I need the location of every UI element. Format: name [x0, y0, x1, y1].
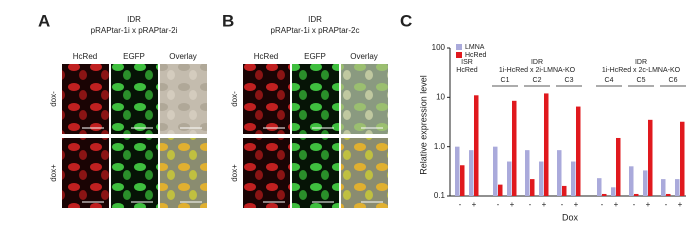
bar	[616, 137, 621, 196]
bar	[562, 185, 567, 196]
panel-title: IDR	[127, 15, 141, 24]
x-tick-label: +	[678, 200, 683, 209]
figure: A IDR pRAPtar-1i x pRAPtar-2i HcRed EGFP Over…	[38, 11, 686, 222]
bar	[576, 106, 581, 196]
panel-title: IDR	[308, 15, 322, 24]
panel-title: pRAPtar-1i x pRAPtar-2c	[271, 26, 360, 35]
clone-label: C5	[637, 77, 646, 84]
x-tick-label: -	[459, 200, 462, 209]
bar	[648, 119, 653, 196]
clone-label: C4	[605, 77, 614, 84]
panel-letter: C	[400, 11, 412, 30]
micrograph	[62, 138, 109, 208]
group-label: IDR	[531, 59, 543, 66]
micrograph	[160, 138, 207, 208]
micrograph	[160, 64, 207, 134]
column-label: EGFP	[304, 52, 326, 61]
row-label: dox+	[230, 164, 239, 182]
micrograph	[111, 64, 158, 134]
bar	[629, 166, 634, 196]
bar	[525, 150, 530, 196]
legend-swatch	[456, 52, 462, 58]
column-label: Overlay	[350, 52, 378, 61]
x-tick-label: -	[497, 200, 500, 209]
x-tick-label: -	[665, 200, 668, 209]
bar	[675, 179, 680, 196]
panel-letter: A	[38, 11, 50, 30]
y-tick-label: 100	[432, 43, 446, 52]
bar	[571, 161, 576, 196]
bar	[530, 179, 535, 196]
clone-label: C6	[669, 77, 678, 84]
micrograph	[341, 64, 388, 134]
micrograph	[243, 64, 290, 134]
x-tick-label: +	[574, 200, 579, 209]
y-tick-label: 0.1	[434, 191, 446, 200]
x-tick-label: +	[646, 200, 651, 209]
column-label: HcRed	[254, 52, 278, 61]
micrograph	[292, 64, 339, 134]
bar	[474, 95, 479, 196]
bar	[498, 184, 503, 196]
clone-label: C3	[565, 77, 574, 84]
bar	[602, 193, 607, 196]
bar	[469, 150, 474, 196]
group-label: HcRed	[456, 67, 478, 74]
x-tick-label: -	[601, 200, 604, 209]
bar	[539, 161, 544, 196]
micrograph	[62, 64, 109, 134]
x-tick-label: -	[529, 200, 532, 209]
group-label: IDR	[635, 59, 647, 66]
bar	[680, 121, 685, 196]
bar	[507, 161, 512, 196]
legend-label: LMNA	[465, 44, 485, 51]
panel-letter: B	[222, 11, 234, 30]
x-tick-label: +	[614, 200, 619, 209]
bar	[611, 187, 616, 196]
group-label: ISR	[461, 59, 473, 66]
micrograph	[341, 138, 388, 208]
row-label: dox+	[49, 164, 58, 182]
bar	[634, 193, 639, 196]
micrograph	[292, 138, 339, 208]
clone-label: C1	[501, 77, 510, 84]
group-label: 1i-HcRed x 2c-LMNA-KO	[602, 67, 681, 74]
bar	[557, 150, 562, 196]
bar	[666, 193, 671, 196]
y-tick-label: 1.0	[434, 142, 446, 151]
y-tick-label: 10	[436, 92, 445, 101]
x-tick-label: -	[633, 200, 636, 209]
x-tick-label: +	[542, 200, 547, 209]
bar	[512, 100, 517, 196]
bar	[455, 146, 460, 196]
x-axis-label: Dox	[562, 212, 579, 222]
bar	[661, 179, 666, 196]
x-tick-label: -	[561, 200, 564, 209]
bar	[460, 165, 465, 196]
group-label: 1i-HcRed x 2i-LMNA-KO	[499, 67, 576, 74]
micrograph	[111, 138, 158, 208]
column-label: HcRed	[73, 52, 97, 61]
bar	[643, 170, 648, 196]
micrograph	[243, 138, 290, 208]
column-label: Overlay	[169, 52, 197, 61]
legend-swatch	[456, 44, 462, 50]
bar	[493, 146, 498, 196]
column-label: EGFP	[123, 52, 145, 61]
legend-label: HcRed	[465, 52, 487, 59]
bar	[597, 178, 602, 196]
bar	[544, 93, 549, 196]
x-tick-label: +	[510, 200, 515, 209]
row-label: dox-	[49, 91, 58, 107]
y-axis-label: Relative expression level	[418, 75, 428, 175]
clone-label: C2	[533, 77, 542, 84]
x-tick-label: +	[472, 200, 477, 209]
panel-title: pRAPtar-1i x pRAPtar-2i	[91, 26, 178, 35]
row-label: dox-	[230, 91, 239, 107]
